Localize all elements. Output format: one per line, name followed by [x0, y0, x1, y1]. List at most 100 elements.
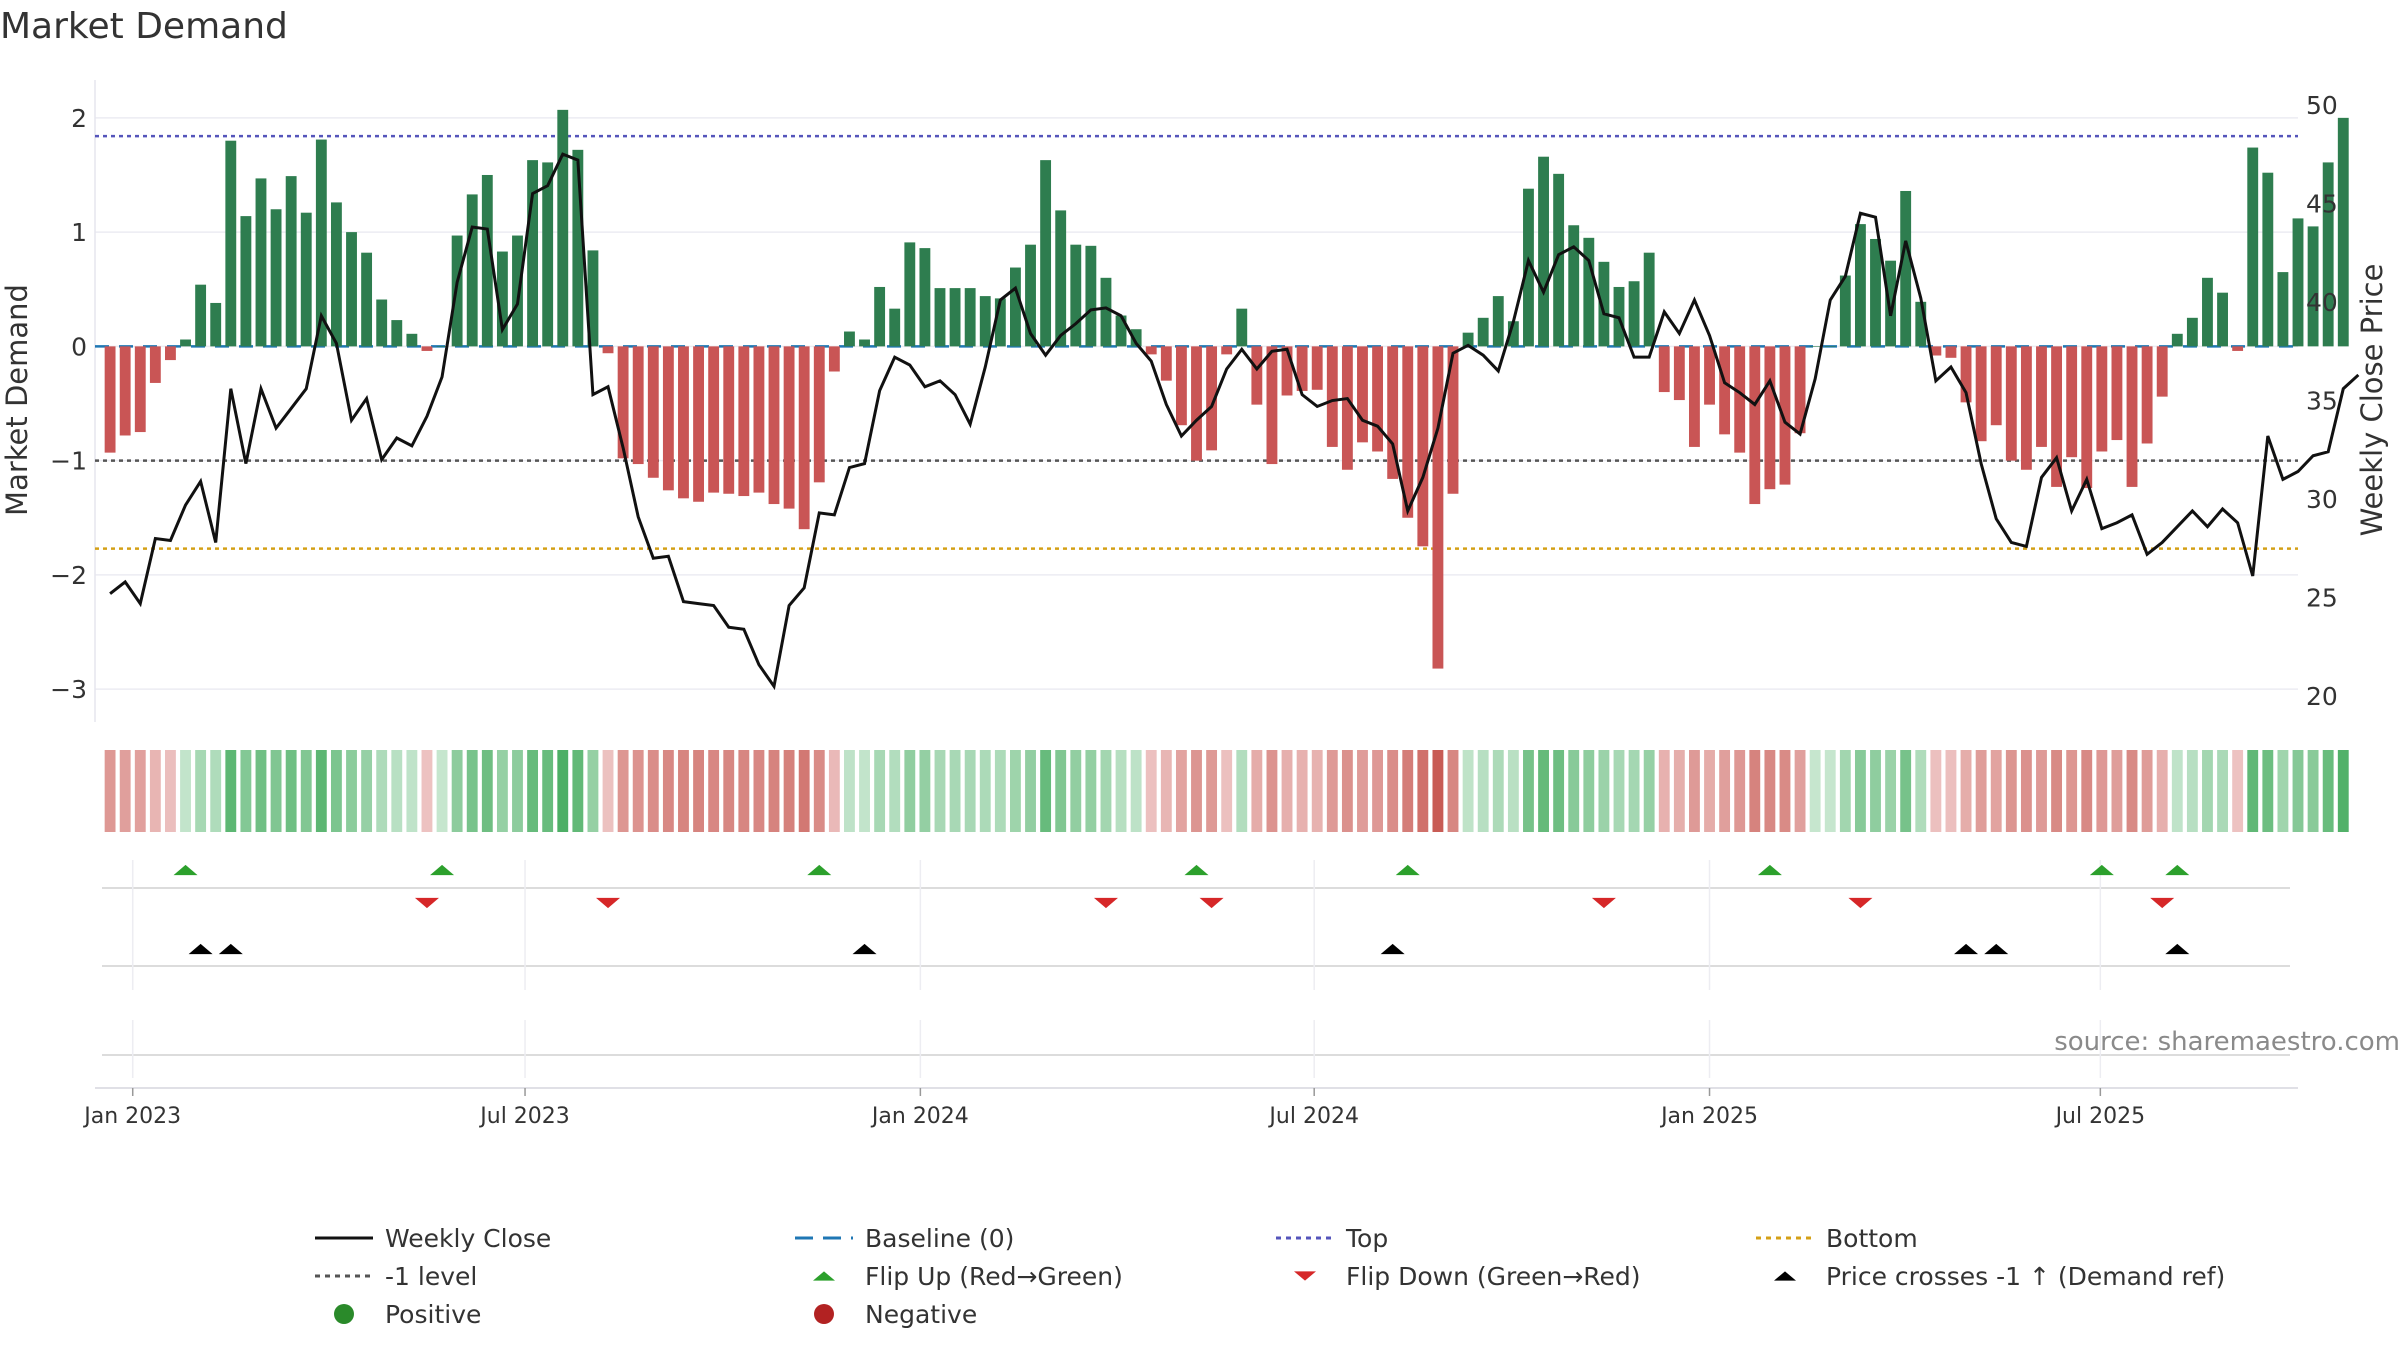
strip-cell [2081, 750, 2093, 832]
strip-cell [496, 750, 508, 832]
x-tick-label: Jul 2025 [2054, 1104, 2146, 1129]
strip-cell [542, 750, 554, 832]
strip-cell [1145, 750, 1157, 832]
strip-cell [1326, 750, 1338, 832]
strip-cell [300, 750, 312, 832]
demand-bar [1598, 261, 1610, 347]
demand-bar [210, 302, 222, 347]
reference-levels [95, 134, 2298, 550]
demand-bar [1975, 346, 1987, 442]
demand-bar [1492, 296, 1504, 347]
demand-bar [1447, 346, 1459, 494]
demand-bar [481, 174, 493, 347]
strip-cell [798, 750, 810, 832]
strip-cell [512, 750, 523, 832]
demand-bar [1870, 238, 1881, 347]
demand-bar [1824, 346, 1836, 347]
demand-bar [2141, 346, 2153, 444]
demand-bar [2081, 346, 2093, 489]
strip-cell [1628, 750, 1640, 832]
strip-cell [1613, 750, 1625, 832]
strip-cell [859, 750, 870, 832]
demand-bar [1417, 346, 1429, 547]
demand-bar [1779, 346, 1791, 485]
demand-bar [632, 346, 644, 465]
strip-cell [270, 750, 282, 832]
demand-bar [1990, 346, 2002, 426]
strip-cell [481, 750, 493, 832]
strip-cell [1160, 750, 1172, 832]
weekly-close-line [109, 152, 2360, 691]
strip-cell [1251, 750, 1263, 832]
flip-down-marker [596, 897, 621, 909]
strip-cell [1523, 750, 1534, 832]
demand-bar [1402, 346, 1414, 518]
strip-cell [949, 750, 961, 832]
strip-cell [315, 750, 327, 832]
strip-cell [2232, 750, 2244, 832]
strip-cell [678, 750, 689, 832]
demand-bar [1387, 346, 1399, 479]
strip-cell [753, 750, 765, 832]
strip-cell [210, 750, 222, 832]
demand-bar [783, 346, 795, 509]
strip-cell [723, 750, 735, 832]
flip-up-marker [430, 864, 455, 876]
price-cross-marker [1954, 943, 1979, 955]
legend-swatch-triangle-up [813, 1271, 835, 1281]
left-tick-label: 0 [71, 332, 87, 361]
legend-item: Bottom [1756, 1224, 1918, 1253]
legend-label: Price crosses -1 ↑ (Demand ref) [1826, 1262, 2225, 1291]
main-panel: 2 1 0 −1 −2 −3 50 45 40 35 30 25 20 Market Demand W… [0, 80, 2389, 722]
demand-bar [2277, 272, 2289, 347]
demand-bar [1553, 173, 1565, 347]
strip-cell [1809, 750, 1821, 832]
strip-cell [2217, 750, 2228, 832]
demand-bar [964, 288, 976, 347]
right-tick-label: 30 [2306, 485, 2338, 514]
strip-cell [1085, 750, 1097, 832]
demand-bar [844, 331, 855, 347]
demand-bar [798, 346, 810, 530]
demand-bar [1764, 346, 1776, 490]
strip-cell [391, 750, 403, 832]
flip-up-marker [2165, 864, 2190, 876]
strip-cell [919, 750, 931, 832]
x-tick-label: Jan 2023 [82, 1104, 181, 1129]
strip-cell [1417, 750, 1429, 832]
demand-bar [828, 346, 840, 372]
demand-heat-strip [104, 750, 2349, 832]
demand-bar [859, 339, 870, 347]
demand-bar [1839, 275, 1851, 347]
demand-bar [2322, 162, 2334, 347]
x-tick-label: Jul 2024 [1267, 1104, 1359, 1129]
demand-bar [2036, 346, 2047, 447]
demand-bar [1221, 346, 1233, 355]
right-tick-label: 50 [2306, 91, 2338, 120]
strip-cell [1175, 750, 1187, 832]
right-tick-label: 40 [2306, 288, 2338, 317]
strip-cell [1357, 750, 1368, 832]
strip-cell [1553, 750, 1565, 832]
strip-cell [1236, 750, 1248, 832]
strip-cell [768, 750, 780, 832]
demand-bar [889, 308, 901, 347]
demand-bar [1477, 317, 1489, 347]
strip-cell [1975, 750, 1987, 832]
strip-cell [2171, 750, 2183, 832]
strip-cell [813, 750, 825, 832]
demand-bar [919, 248, 931, 347]
strip-cell [828, 750, 840, 832]
strip-cell [1372, 750, 1383, 832]
strip-cell [1507, 750, 1519, 832]
strip-cell [119, 750, 131, 832]
legend-item: Positive [334, 1300, 481, 1329]
strip-cell [2262, 750, 2274, 832]
right-axis-ticks: 50 45 40 35 30 25 20 [2306, 91, 2338, 711]
strip-cell [2186, 750, 2198, 832]
strip-cell [587, 750, 599, 832]
demand-bar [617, 346, 629, 459]
demand-bar [904, 242, 916, 347]
demand-bar [1885, 260, 1897, 347]
strip-cell [1311, 750, 1323, 832]
